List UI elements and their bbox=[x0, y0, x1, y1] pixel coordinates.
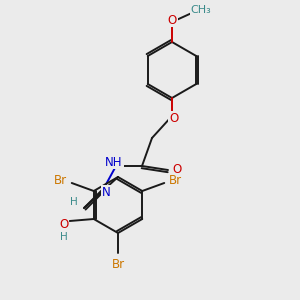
Text: H: H bbox=[60, 232, 68, 242]
Text: CH₃: CH₃ bbox=[190, 5, 212, 15]
Text: H: H bbox=[70, 197, 78, 207]
Text: O: O bbox=[167, 14, 177, 26]
Text: O: O bbox=[169, 112, 178, 124]
Text: O: O bbox=[59, 218, 68, 232]
Text: Br: Br bbox=[111, 257, 124, 271]
Text: NH: NH bbox=[105, 155, 123, 169]
Text: O: O bbox=[172, 163, 182, 176]
Text: Br: Br bbox=[54, 173, 67, 187]
Text: N: N bbox=[102, 185, 110, 199]
Text: Br: Br bbox=[169, 173, 182, 187]
